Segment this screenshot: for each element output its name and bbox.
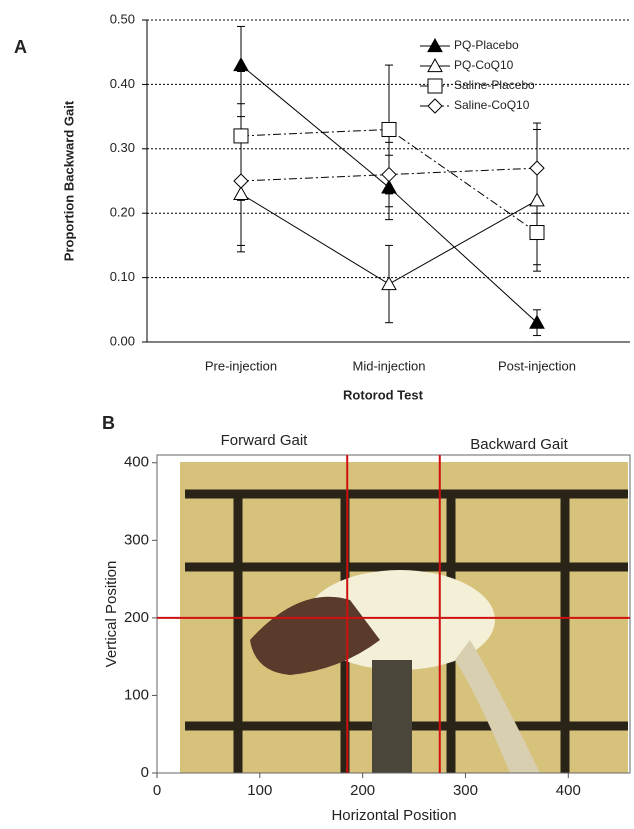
marker [233,173,249,189]
y-axis-label: Vertical Position [103,561,120,668]
marker [529,225,545,241]
marker [233,128,249,144]
plot-frame [156,454,631,774]
y-tick-label: 0.30 [110,140,135,155]
x-tick-label: Pre-injection [205,358,277,373]
marker [381,166,397,183]
y-tick-label: 200 [124,609,149,626]
legend-label: PQ-Placebo [454,38,519,52]
marker [427,98,443,114]
x-axis-label: Horizontal Position [331,807,456,824]
marker [233,57,249,72]
y-tick-label: 0.20 [110,205,135,220]
x-tick-label: Mid-injection [353,358,426,373]
panel-label: B [102,413,115,433]
region-label: Backward Gait [470,436,568,453]
marker [427,78,443,94]
marker [381,276,397,291]
region-label: Forward Gait [221,432,309,449]
x-tick-label: Post-injection [498,358,576,373]
marker [529,192,545,207]
y-tick-label: 100 [124,686,149,703]
x-tick-label: 100 [247,782,272,799]
y-axis-label: Proportion Backward Gait [61,100,76,261]
marker [381,179,397,194]
x-tick-label: 0 [153,782,161,799]
y-tick-label: 300 [124,531,149,548]
x-tick-label: 200 [350,782,375,799]
y-tick-label: 400 [124,454,149,471]
panel-label: A [14,37,27,57]
marker [427,57,443,73]
x-tick-label: 400 [556,782,581,799]
y-tick-label: 0.40 [110,76,135,91]
marker [381,121,397,137]
y-tick-label: 0.50 [110,11,135,26]
y-tick-label: 0.00 [110,333,135,348]
marker [529,314,545,329]
marker [233,185,249,200]
legend-label: Saline-CoQ10 [454,98,530,112]
y-tick-label: 0 [141,764,149,781]
marker [529,160,545,176]
x-tick-label: 300 [453,782,478,799]
legend-label: PQ-CoQ10 [454,58,514,72]
x-axis-label: Rotorod Test [343,387,424,402]
legend-label: Saline-Placebo [454,78,535,92]
y-tick-label: 0.10 [110,269,135,284]
marker [427,37,443,53]
